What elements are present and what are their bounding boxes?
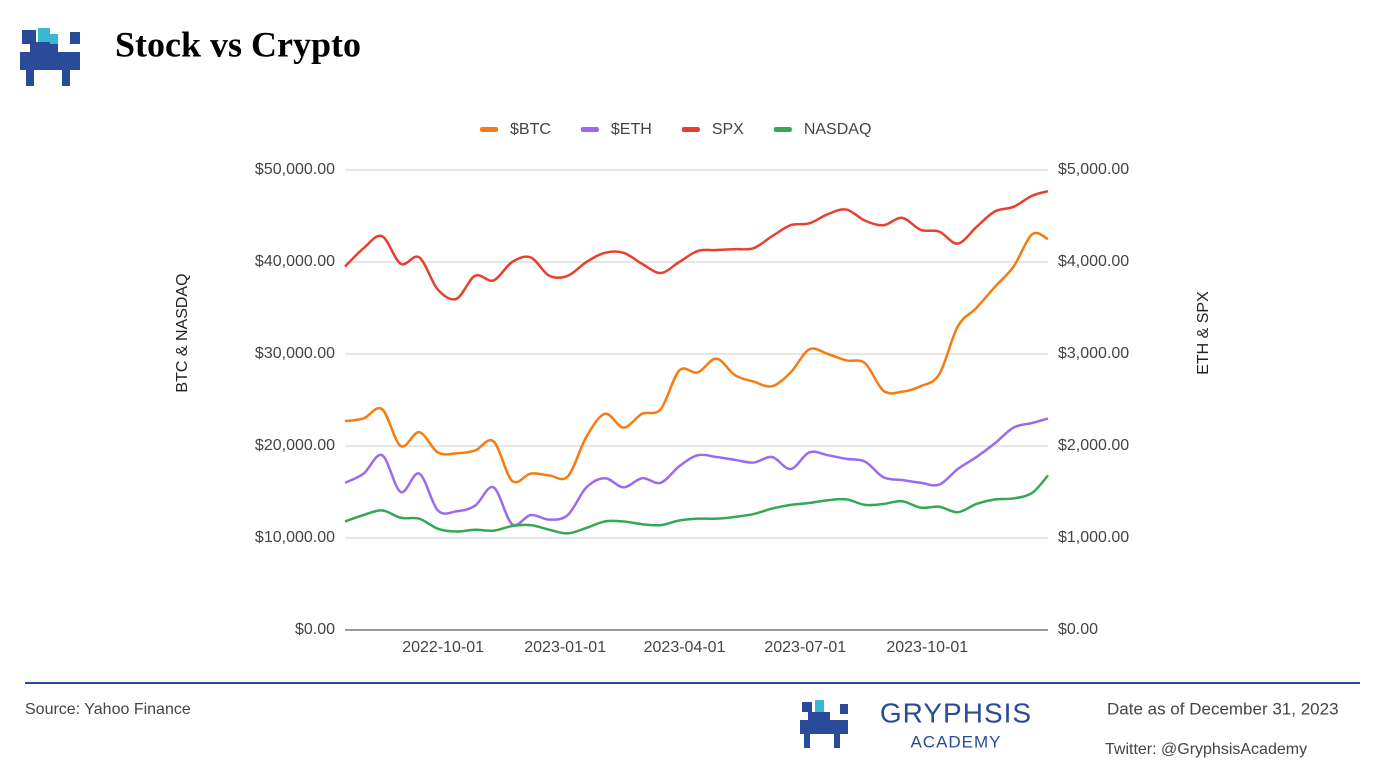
- y-axis-title: BTC & NASDAQ: [174, 273, 191, 392]
- legend-swatch: [480, 127, 498, 132]
- y2-tick-label: $4,000.00: [1058, 253, 1129, 270]
- x-tick-label: 2023-01-01: [524, 639, 606, 656]
- logo: [20, 28, 80, 86]
- y-tick-label: $10,000.00: [255, 529, 335, 546]
- legend-swatch: [580, 127, 599, 132]
- series-line: [344, 417, 1049, 527]
- legend-label: $BTC: [510, 121, 551, 138]
- y-tick-label: $40,000.00: [255, 253, 335, 270]
- y-tick-label: $20,000.00: [255, 437, 335, 454]
- legend-swatch: [773, 127, 792, 132]
- y2-tick-label: $3,000.00: [1058, 345, 1129, 362]
- twitter: Twitter: @GryphsisAcademy: [1105, 741, 1307, 758]
- series-line: [344, 189, 1049, 301]
- y2-tick-label: $1,000.00: [1058, 529, 1129, 546]
- y-tick-label: $50,000.00: [255, 161, 335, 178]
- legend-label: $ETH: [611, 121, 652, 138]
- title: Stock vs Crypto: [115, 24, 361, 64]
- y-tick-label: $30,000.00: [255, 345, 335, 362]
- x-tick-label: 2023-07-01: [764, 639, 846, 656]
- y-tick-label: $0.00: [295, 621, 335, 638]
- source: Source: Yahoo Finance: [25, 701, 191, 718]
- brand-sub: ACADEMY: [910, 732, 1001, 751]
- y2-tick-label: $2,000.00: [1058, 437, 1129, 454]
- y2-tick-label: $0.00: [1058, 621, 1098, 638]
- series-line: [344, 474, 1049, 535]
- brand: GRYPHSIS: [880, 697, 1032, 728]
- legend-swatch: [681, 127, 700, 132]
- x-tick-label: 2022-10-01: [402, 639, 484, 656]
- x-tick-label: 2023-10-01: [886, 639, 968, 656]
- series-line: [344, 231, 1049, 484]
- y2-tick-label: $5,000.00: [1058, 161, 1129, 178]
- footer-logo: [800, 700, 848, 748]
- y2-axis-title: ETH & SPX: [1195, 291, 1212, 375]
- x-tick-label: 2023-04-01: [644, 639, 726, 656]
- date-note: Date as of December 31, 2023: [1107, 699, 1339, 718]
- legend-label: NASDAQ: [804, 121, 872, 138]
- legend-label: SPX: [712, 121, 744, 138]
